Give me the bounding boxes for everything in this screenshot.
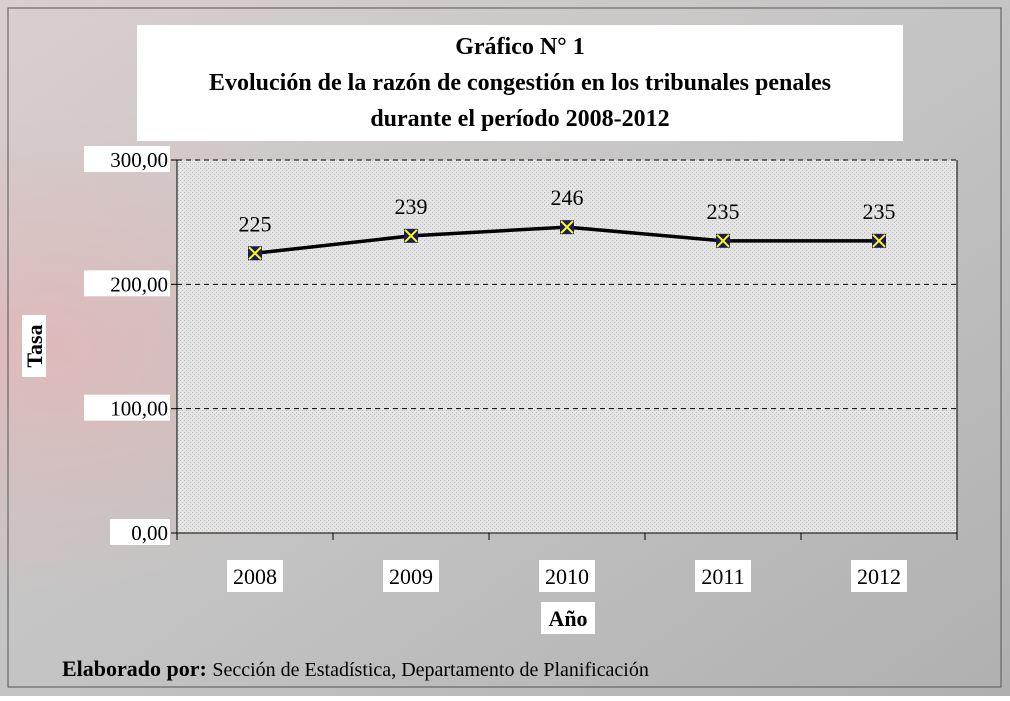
marker-cross bbox=[716, 234, 730, 248]
y-tick-label-box bbox=[110, 519, 170, 545]
marker-cross bbox=[248, 246, 262, 260]
data-label: 225 bbox=[239, 211, 272, 236]
title-box bbox=[137, 25, 903, 141]
y-tick-label-box bbox=[84, 394, 170, 421]
y-tick-label: 200,00 bbox=[110, 272, 168, 296]
y-axis-label: Tasa bbox=[22, 324, 47, 367]
y-tick-label-box bbox=[84, 270, 170, 297]
y-label-box bbox=[22, 315, 46, 377]
source-text: Sección de Estadística, Departamento de … bbox=[212, 659, 649, 681]
y-tick-label: 300,00 bbox=[110, 148, 168, 172]
chart-title: Evolución de la razón de congestión en l… bbox=[209, 70, 831, 96]
marker-cross bbox=[404, 229, 418, 243]
y-tick-label: 0,00 bbox=[131, 521, 168, 545]
x-tick-label-box bbox=[383, 560, 439, 592]
y-tick-label: 100,00 bbox=[110, 397, 168, 421]
marker-cross bbox=[872, 234, 886, 248]
chart-title: Gráfico N° 1 bbox=[455, 34, 585, 60]
x-tick-label: 2012 bbox=[857, 564, 901, 589]
x-tick-label: 2010 bbox=[545, 564, 589, 589]
x-tick-label-box bbox=[695, 560, 751, 592]
source: Elaborado por: Sección de Estadística, D… bbox=[62, 656, 649, 681]
y-tick-label-box bbox=[84, 146, 170, 172]
x-tick-label-box bbox=[851, 560, 907, 592]
x-axis-label: Año bbox=[548, 606, 587, 631]
data-label: 239 bbox=[395, 194, 428, 219]
source-label: Elaborado por: bbox=[62, 656, 207, 681]
data-label: 246 bbox=[551, 185, 584, 210]
data-label: 235 bbox=[707, 199, 740, 224]
x-tick-label-box bbox=[539, 560, 595, 592]
x-label-box bbox=[541, 602, 595, 634]
plot-area bbox=[177, 160, 957, 533]
x-tick-label: 2008 bbox=[233, 564, 277, 589]
x-tick-label: 2011 bbox=[701, 564, 744, 589]
chart-title: durante el período 2008-2012 bbox=[370, 106, 669, 132]
x-tick-label: 2009 bbox=[389, 564, 433, 589]
marker-cross bbox=[560, 220, 574, 234]
x-tick-label-box bbox=[227, 560, 283, 592]
data-label: 235 bbox=[863, 199, 896, 224]
frame bbox=[7, 7, 1002, 688]
